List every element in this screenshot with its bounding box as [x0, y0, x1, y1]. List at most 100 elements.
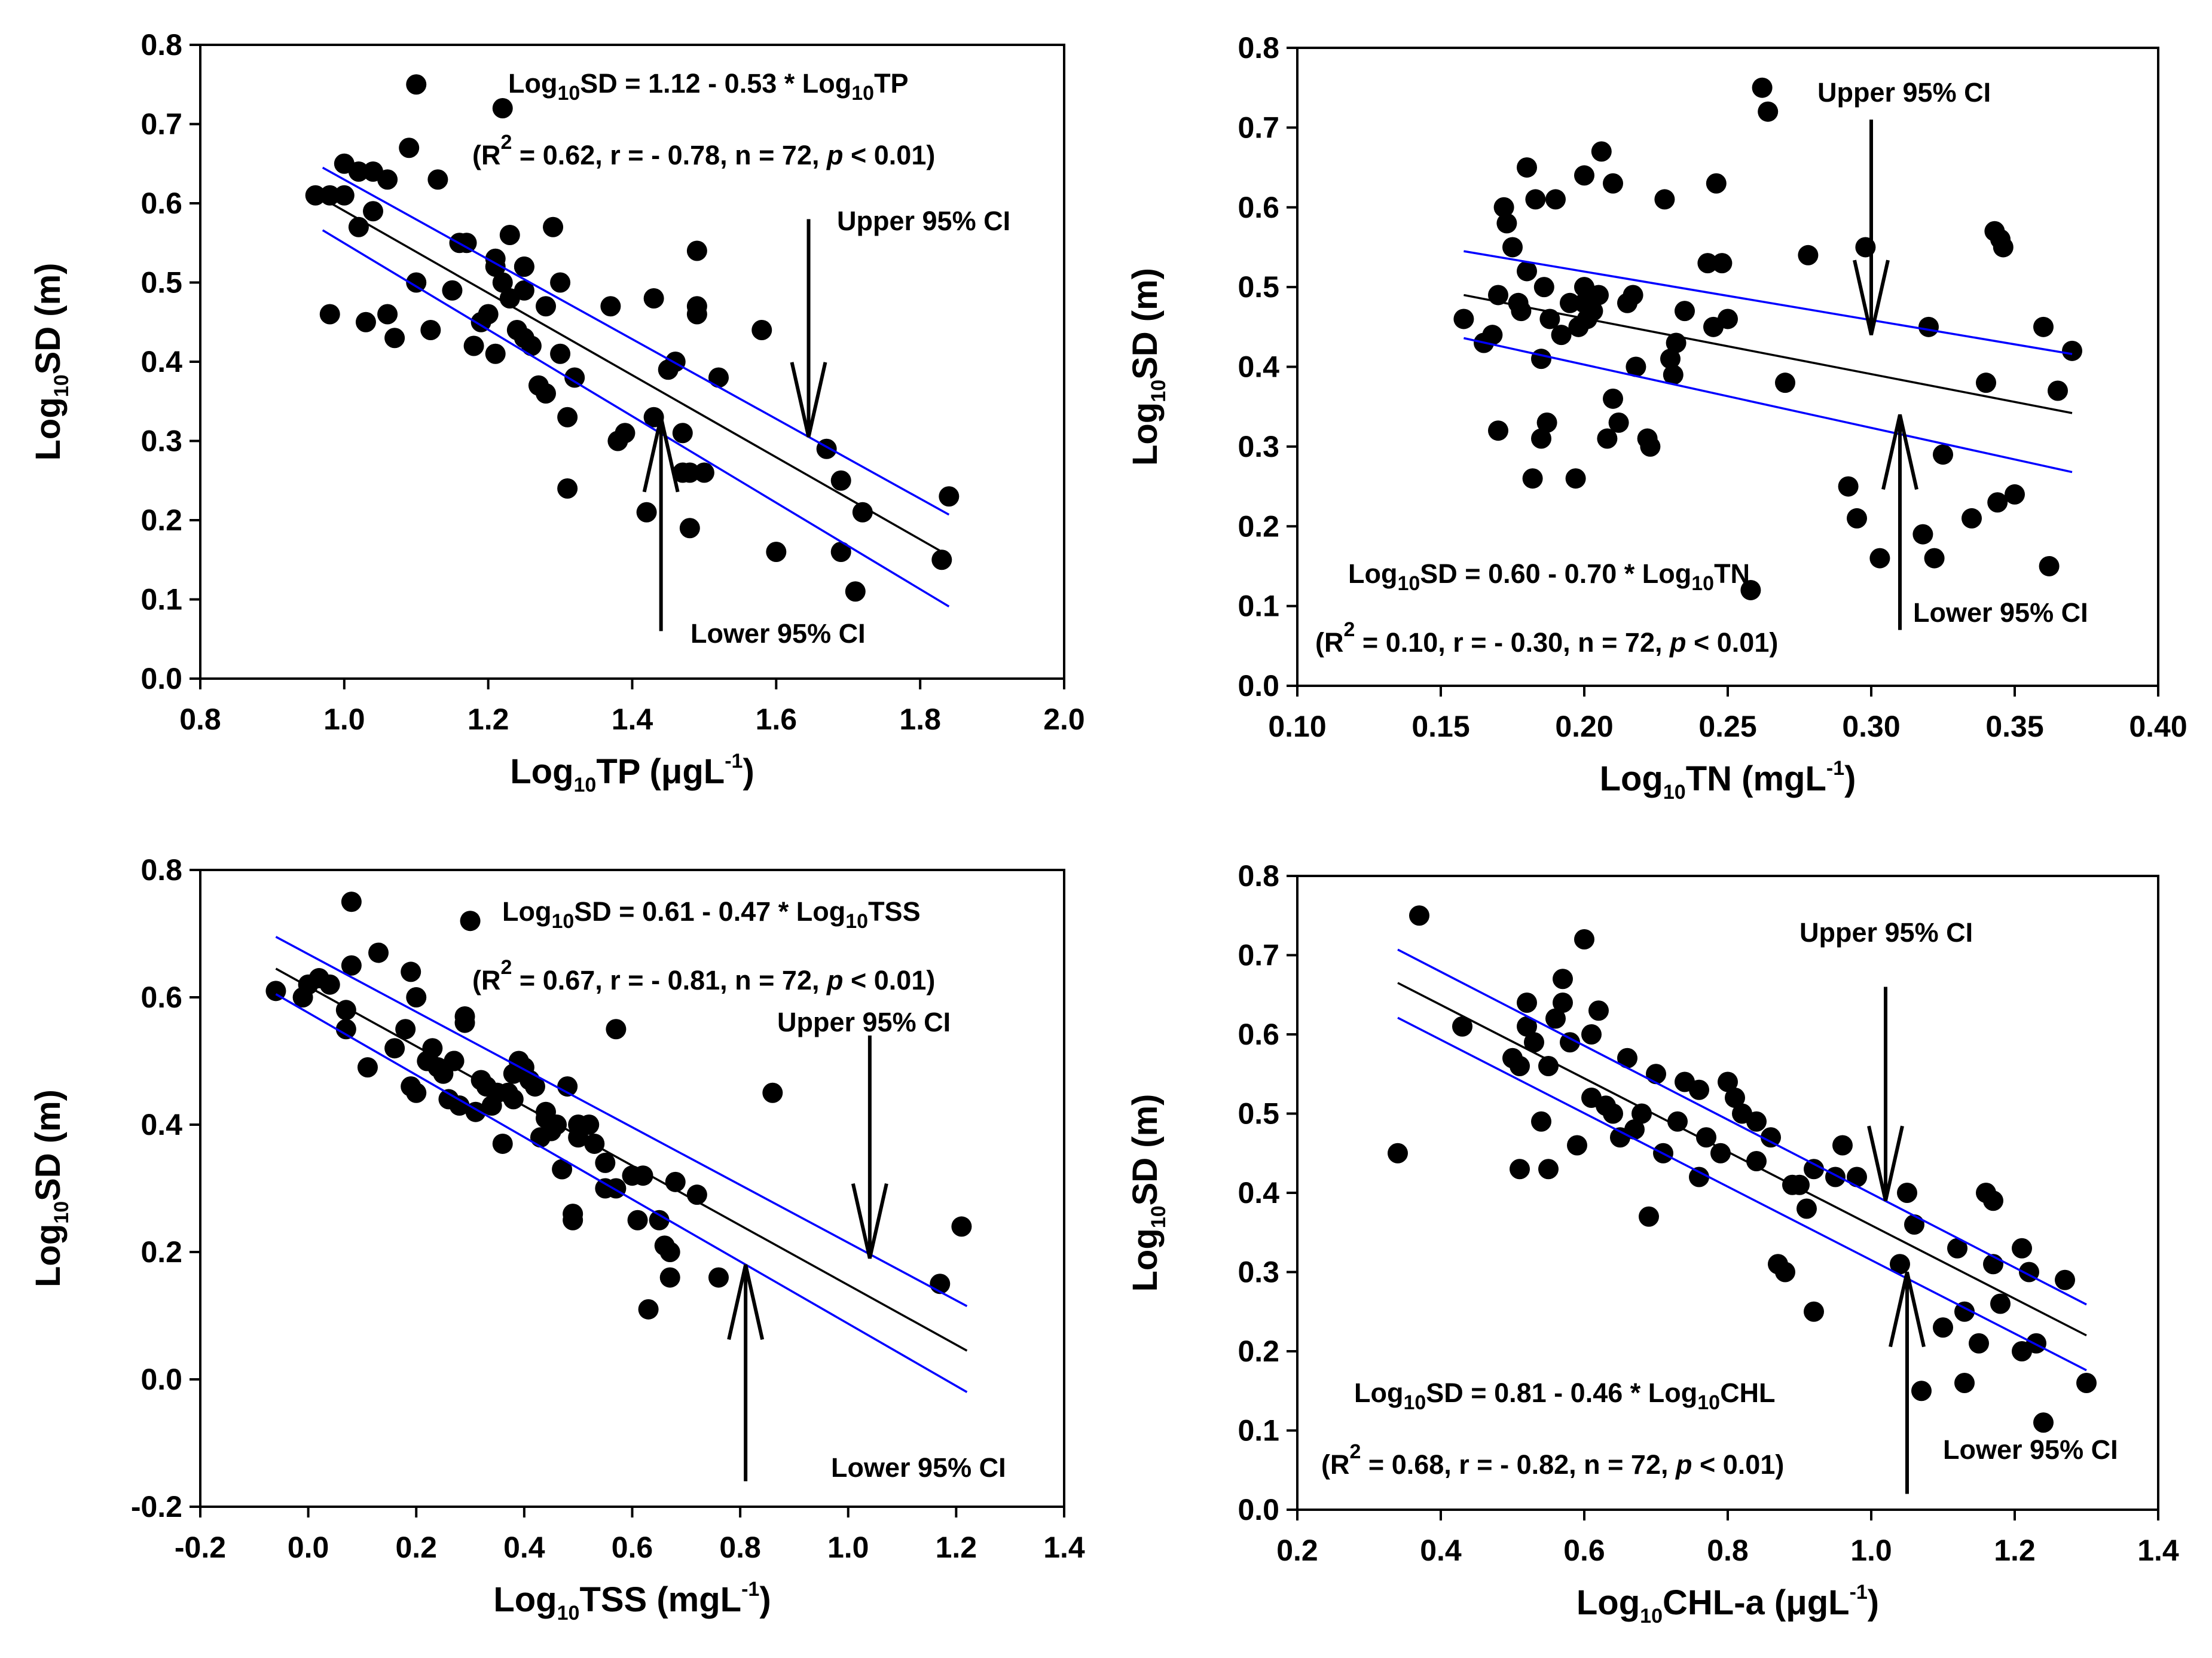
data-point — [543, 216, 564, 237]
data-point — [514, 257, 534, 277]
data-point — [1775, 1262, 1795, 1283]
y-tick-label: 0.6 — [140, 981, 182, 1014]
data-point — [1710, 1143, 1731, 1164]
y-tick-label: 0.8 — [140, 28, 182, 62]
data-point — [1525, 189, 1546, 210]
data-point — [557, 1076, 578, 1097]
x-tick-label: 1.4 — [1043, 1531, 1085, 1564]
arrow-head — [642, 417, 680, 493]
y-tick-label: 0.4 — [1238, 1176, 1279, 1210]
lower-ci-line — [275, 993, 968, 1393]
eq-suffix: TN — [1714, 558, 1750, 589]
lower-ci-arrow — [727, 1264, 765, 1482]
lower-ci-arrow — [1889, 1271, 1926, 1494]
x-label-prefix: Log — [510, 752, 573, 791]
data-point — [1933, 444, 1953, 465]
eq-sub2: 10 — [851, 82, 874, 105]
plot-frame — [1296, 875, 2159, 1511]
y-label-prefix: Log — [29, 1224, 68, 1287]
data-point — [1746, 1111, 1767, 1132]
data-point — [1631, 1103, 1652, 1124]
x-axis-label: Log10TN (mgL-1) — [1600, 757, 1856, 804]
x-tick-label: 1.2 — [936, 1531, 977, 1564]
lower-ci-label: Lower 95% CI — [1943, 1434, 2118, 1465]
data-point — [1538, 1159, 1559, 1180]
x-label-sub: 10 — [557, 1602, 580, 1625]
data-point — [627, 1210, 648, 1230]
data-point — [1608, 412, 1629, 433]
data-point — [1689, 1079, 1709, 1100]
data-point — [1639, 1206, 1659, 1227]
data-point — [643, 288, 664, 309]
x-tick-label: 1.2 — [468, 703, 509, 736]
stats-end: < 0.01) — [843, 965, 935, 996]
data-point — [492, 98, 513, 118]
y-tick-label: 0.2 — [1238, 1335, 1279, 1368]
data-point — [679, 462, 700, 483]
arrow-head — [1853, 259, 1890, 335]
x-label-unit: (mgL — [647, 1580, 741, 1619]
y-tick-label: 0.0 — [140, 1363, 182, 1396]
eq-sub1: 10 — [557, 82, 580, 105]
data-point — [1987, 492, 2008, 513]
data-point — [708, 367, 729, 388]
data-point — [2039, 555, 2060, 576]
data-point — [384, 328, 405, 349]
x-label-var: TN — [1686, 759, 1732, 798]
data-point — [1954, 1301, 1975, 1322]
data-point — [830, 470, 851, 491]
lower-ci-arrow — [1881, 414, 1918, 630]
y-tick-label: 0.8 — [1238, 31, 1279, 65]
data-point — [1545, 1008, 1566, 1029]
stats-sup: 2 — [500, 956, 512, 979]
data-point — [649, 1210, 670, 1230]
y-tick-label: 0.5 — [140, 266, 182, 300]
data-point — [1588, 1000, 1609, 1021]
x-tick-label: 0.8 — [1707, 1534, 1749, 1567]
y-tick-label: 0.4 — [140, 345, 182, 378]
regression-stats: (R2 = 0.10, r = - 0.30, n = 72, p < 0.01… — [1315, 618, 1778, 658]
data-point — [1626, 356, 1646, 377]
y-label-var: SD (m) — [29, 1089, 68, 1201]
x-label-close: ) — [1868, 1583, 1879, 1622]
x-tick-label: 0.15 — [1411, 710, 1469, 743]
data-point — [659, 1267, 680, 1288]
lower-ci-label: Lower 95% CI — [691, 618, 866, 649]
regression-stats: (R2 = 0.68, r = - 0.82, n = 72, p < 0.01… — [1321, 1440, 1784, 1480]
y-label-prefix: Log — [1126, 1228, 1165, 1291]
y-axis-label: Log10SD (m) — [1126, 268, 1170, 466]
data-point — [1924, 548, 1945, 569]
arrow-head — [727, 1264, 765, 1340]
stats-p: p — [826, 140, 844, 170]
data-point — [1660, 349, 1681, 370]
data-point — [305, 185, 326, 206]
y-label-sub: 10 — [1147, 1205, 1170, 1228]
upper-ci-line — [275, 936, 968, 1308]
data-point — [751, 320, 772, 340]
stats-p: p — [1675, 1449, 1692, 1480]
chart-panel-tss: -0.2 0.0 0.2 0.4 0.6 0.8 1.0 1.2 1.4 -0.2 0.0 0.2 0.… — [29, 853, 1085, 1625]
data-point — [1689, 1167, 1709, 1187]
regression-equation: Log10SD = 0.61 - 0.47 * Log10TSS — [502, 896, 921, 933]
data-point — [1522, 468, 1543, 489]
eq-prefix: Log — [1354, 1378, 1403, 1408]
stats-sup: 2 — [1349, 1440, 1361, 1463]
upper-ci-label: Upper 95% CI — [777, 1007, 951, 1037]
data-point — [693, 462, 714, 483]
x-tick-label: 1.2 — [1994, 1534, 2036, 1567]
x-label-var: TSS — [579, 1580, 647, 1619]
data-point — [1869, 548, 1890, 569]
data-point — [1603, 1103, 1623, 1124]
data-point — [659, 1242, 680, 1262]
data-point — [951, 1216, 972, 1237]
data-point — [1890, 1254, 1910, 1275]
y-tick-label: -0.2 — [131, 1490, 182, 1523]
lower-ci-arrow — [642, 417, 680, 631]
data-point — [1553, 993, 1573, 1013]
x-tick-label: 0.20 — [1555, 710, 1613, 743]
stats-open: (R — [1321, 1449, 1349, 1480]
y-tick-label: 0.5 — [1238, 1097, 1279, 1131]
data-point — [1603, 173, 1623, 194]
data-point — [1663, 364, 1684, 385]
y-axis-label: Log10SD (m) — [1126, 1094, 1170, 1291]
